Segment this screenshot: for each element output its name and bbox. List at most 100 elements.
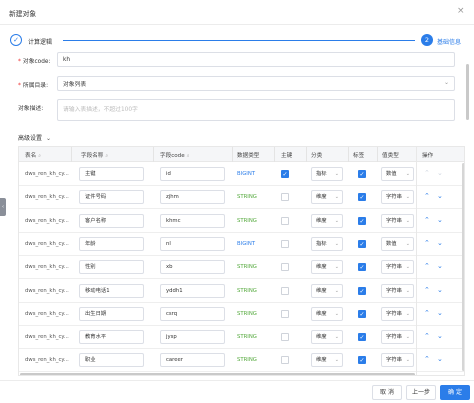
step-basic-info[interactable]: 基础信息 bbox=[437, 39, 462, 46]
cell-field-code-input[interactable]: khmc bbox=[160, 213, 225, 228]
category-select[interactable]: 指标 ⌄ bbox=[311, 167, 343, 181]
side-collapse-tab[interactable]: ‹ bbox=[0, 198, 6, 216]
cell-data-type: STRING bbox=[237, 334, 257, 341]
cell-field-code-input[interactable]: xb bbox=[160, 260, 225, 275]
move-down-icon[interactable]: ⌄ bbox=[437, 332, 443, 341]
advanced-settings-toggle[interactable]: 高级设置 ⌄ bbox=[18, 133, 51, 142]
cell-field-code-input[interactable]: csrq bbox=[160, 306, 225, 321]
category-select[interactable]: 维度 ⌄ bbox=[311, 353, 343, 368]
cell-field-name-input[interactable]: 主键 bbox=[79, 167, 144, 181]
pk-checkbox[interactable]: ✓ bbox=[281, 170, 289, 178]
chevron-down-icon: ⌄ bbox=[334, 194, 339, 201]
chevron-down-icon: ⌄ bbox=[334, 287, 339, 294]
form-scrollbar[interactable] bbox=[466, 64, 469, 120]
move-down-icon[interactable]: ⌄ bbox=[437, 215, 443, 224]
move-down-icon[interactable]: ⌄ bbox=[437, 355, 443, 364]
move-up-icon[interactable]: ⌃ bbox=[424, 192, 430, 201]
cell-field-name-input[interactable]: 证件号码 bbox=[79, 190, 144, 205]
cell-data-type: STRING bbox=[237, 264, 257, 271]
cell-field-name-input[interactable]: 教育水平 bbox=[79, 330, 144, 345]
tag-checkbox[interactable]: ✓ bbox=[358, 193, 366, 202]
value-type-select[interactable]: 字符串 ⌄ bbox=[381, 306, 414, 321]
value-type-select-value: 数值 bbox=[386, 240, 397, 247]
table-row: dws_ren_kh_cy... 教育水平 jysp STRING 维度 ⌄ ✓ 字符串 ⌄ ⌃ ⌄ bbox=[19, 326, 464, 350]
move-down-icon[interactable]: ⌄ bbox=[437, 238, 443, 247]
pk-checkbox[interactable] bbox=[281, 263, 289, 272]
cell-field-name-input[interactable]: 移动电话1 bbox=[79, 283, 144, 298]
pk-checkbox[interactable] bbox=[281, 333, 289, 342]
tag-checkbox[interactable]: ✓ bbox=[358, 170, 366, 178]
move-down-icon[interactable]: ⌄ bbox=[437, 169, 443, 177]
move-up-icon[interactable]: ⌃ bbox=[424, 332, 430, 341]
code-input[interactable]: kh bbox=[57, 52, 455, 67]
move-down-icon[interactable]: ⌄ bbox=[437, 308, 443, 317]
pk-checkbox[interactable] bbox=[281, 356, 289, 365]
confirm-button[interactable]: 确 定 bbox=[440, 385, 470, 400]
cell-field-code-input[interactable]: zjhm bbox=[160, 190, 225, 205]
tag-checkbox[interactable]: ✓ bbox=[358, 286, 366, 295]
move-up-icon[interactable]: ⌃ bbox=[424, 308, 430, 317]
value-type-select[interactable]: 字符串 ⌄ bbox=[381, 190, 414, 205]
cell-field-code-input[interactable]: id bbox=[160, 167, 225, 181]
cell-field-name-input[interactable]: 客户名称 bbox=[79, 213, 144, 228]
value-type-select[interactable]: 字符串 ⌄ bbox=[381, 213, 414, 228]
category-select[interactable]: 维度 ⌄ bbox=[311, 306, 343, 321]
pk-checkbox[interactable] bbox=[281, 309, 289, 318]
value-type-select[interactable]: 字符串 ⌄ bbox=[381, 260, 414, 275]
search-icon[interactable]: ⌕ bbox=[105, 153, 109, 159]
category-select[interactable]: 维度 ⌄ bbox=[311, 213, 343, 228]
value-type-select[interactable]: 数值 ⌄ bbox=[381, 236, 414, 251]
prev-step-button[interactable]: 上一步 bbox=[406, 385, 436, 400]
cell-field-name-input[interactable]: 职业 bbox=[79, 353, 144, 368]
category-select[interactable]: 维度 ⌄ bbox=[311, 283, 343, 298]
desc-textarea[interactable]: 请输入表描述，不超过100字 bbox=[57, 99, 455, 121]
search-icon[interactable]: ⌕ bbox=[38, 153, 42, 159]
step-calc-logic[interactable]: 计算逻辑 bbox=[28, 39, 53, 46]
category-select[interactable]: 维度 ⌄ bbox=[311, 330, 343, 345]
category-select[interactable]: 指标 ⌄ bbox=[311, 236, 343, 251]
dir-select[interactable]: 对象列表 ⌄ bbox=[57, 76, 455, 91]
pk-checkbox[interactable] bbox=[281, 193, 289, 202]
tag-checkbox[interactable]: ✓ bbox=[358, 309, 366, 318]
cancel-button[interactable]: 取 消 bbox=[372, 385, 402, 400]
category-select[interactable]: 维度 ⌄ bbox=[311, 260, 343, 275]
cell-field-name-input[interactable]: 出生日期 bbox=[79, 306, 144, 321]
pk-checkbox[interactable] bbox=[281, 286, 289, 295]
th-name: 字段名称 ⌕ bbox=[81, 153, 109, 159]
cell-field-name-input[interactable]: 性别 bbox=[79, 260, 144, 275]
move-up-icon[interactable]: ⌃ bbox=[424, 238, 430, 247]
chevron-down-icon: ⌄ bbox=[405, 217, 410, 224]
move-down-icon[interactable]: ⌄ bbox=[437, 262, 443, 271]
tag-checkbox[interactable]: ✓ bbox=[358, 333, 366, 342]
move-up-icon[interactable]: ⌃ bbox=[424, 215, 430, 224]
move-up-icon[interactable]: ⌃ bbox=[424, 285, 430, 294]
value-type-select[interactable]: 字符串 ⌄ bbox=[381, 283, 414, 298]
move-up-icon[interactable]: ⌃ bbox=[424, 169, 430, 177]
search-icon[interactable]: ⌕ bbox=[186, 153, 190, 159]
tag-checkbox[interactable]: ✓ bbox=[358, 263, 366, 272]
move-up-icon[interactable]: ⌃ bbox=[424, 355, 430, 364]
value-type-select[interactable]: 字符串 ⌄ bbox=[381, 353, 414, 368]
close-icon[interactable]: × bbox=[457, 6, 465, 16]
tag-checkbox[interactable]: ✓ bbox=[358, 356, 366, 365]
cell-field-code-input[interactable]: career bbox=[160, 353, 225, 368]
th-category: 分类 bbox=[311, 153, 323, 159]
value-type-select[interactable]: 数值 ⌄ bbox=[381, 167, 414, 181]
move-down-icon[interactable]: ⌄ bbox=[437, 192, 443, 201]
move-down-icon[interactable]: ⌄ bbox=[437, 285, 443, 294]
cell-field-code-input[interactable]: jysp bbox=[160, 330, 225, 345]
pk-checkbox[interactable] bbox=[281, 216, 289, 225]
cell-field-code-input[interactable]: yddh1 bbox=[160, 283, 225, 298]
cell-field-code-input[interactable]: nl bbox=[160, 236, 225, 251]
cell-data-type: STRING bbox=[237, 310, 257, 317]
category-select-value: 指标 bbox=[316, 240, 327, 247]
move-up-icon[interactable]: ⌃ bbox=[424, 262, 430, 271]
tag-checkbox[interactable]: ✓ bbox=[358, 239, 366, 248]
table-vscrollbar[interactable] bbox=[462, 163, 464, 371]
table-hscrollbar[interactable] bbox=[20, 373, 415, 375]
tag-checkbox[interactable]: ✓ bbox=[358, 216, 366, 225]
pk-checkbox[interactable] bbox=[281, 239, 289, 248]
category-select[interactable]: 维度 ⌄ bbox=[311, 190, 343, 205]
cell-field-name-input[interactable]: 年龄 bbox=[79, 236, 144, 251]
value-type-select[interactable]: 字符串 ⌄ bbox=[381, 330, 414, 345]
